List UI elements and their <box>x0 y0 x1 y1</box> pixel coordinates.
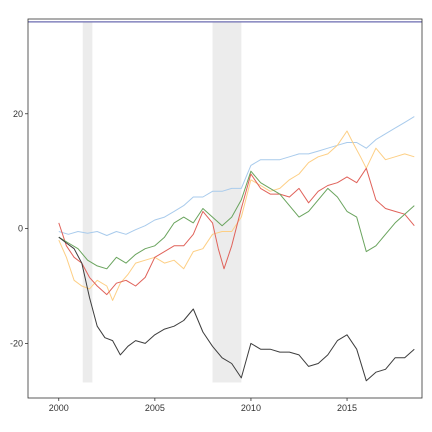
series-line-5 <box>58 236 415 382</box>
shaded-periods <box>82 21 242 383</box>
series-line-3 <box>58 167 415 296</box>
shaded-period-1 <box>82 21 93 383</box>
x-tick-label: 2005 <box>145 403 165 413</box>
x-tick-label: 2010 <box>241 403 261 413</box>
plot-frame <box>27 18 423 399</box>
series-line-4 <box>58 170 415 270</box>
x-tick-label: 2000 <box>49 403 69 413</box>
x-tick-label: 2015 <box>337 403 357 413</box>
series-line-1 <box>58 116 415 236</box>
series-line-2 <box>58 130 415 301</box>
shaded-period-2 <box>212 21 242 383</box>
y-tick-label: 20 <box>13 109 23 119</box>
y-tick-label: -20 <box>10 338 23 348</box>
y-tick-label: 0 <box>18 224 23 234</box>
axis-ticks: 2000 2005 2010 2015 -20 0 20 <box>10 109 357 413</box>
series-lines <box>58 116 415 382</box>
